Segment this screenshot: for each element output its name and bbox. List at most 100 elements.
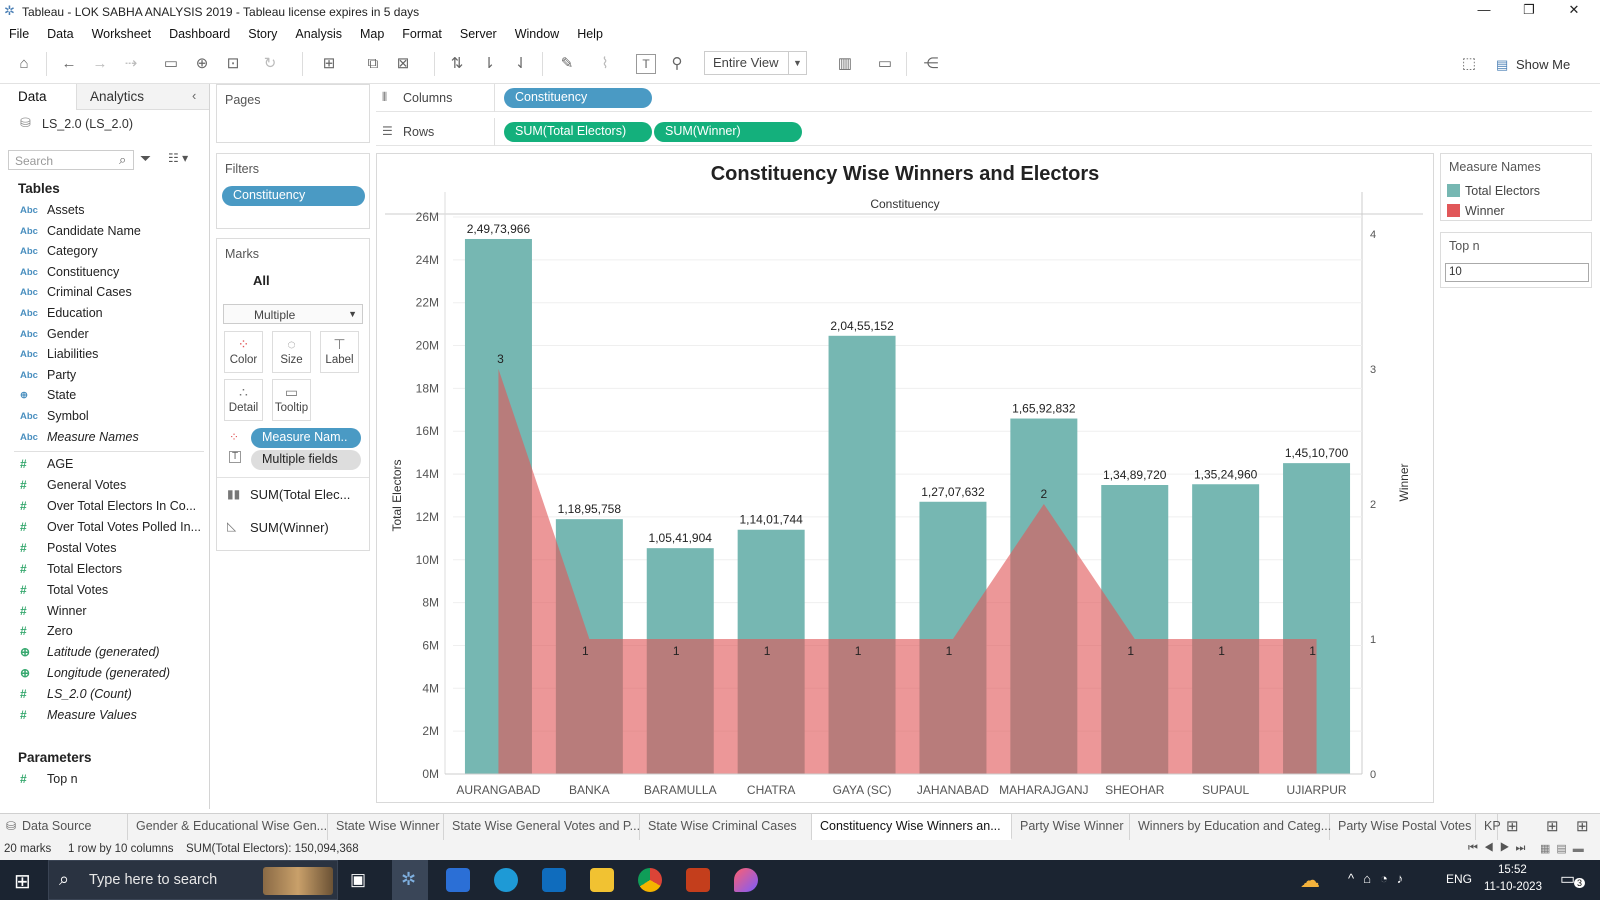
pages-card[interactable]: Pages (216, 84, 370, 143)
menu-worksheet[interactable]: Worksheet (91, 27, 152, 41)
tab-analytics[interactable]: Analytics ‹ (77, 84, 209, 110)
taskbar-tableau-active[interactable]: ✲ (392, 860, 428, 900)
sheet-tab[interactable]: State Wise General Votes and P... (444, 814, 640, 840)
detail-button[interactable]: ∴ Detail (224, 379, 263, 421)
presentation-icon[interactable]: ▭ (877, 55, 893, 72)
sheet-tab[interactable]: KP (1476, 814, 1501, 840)
refresh-icon[interactable]: ↻ (263, 55, 277, 72)
cursor-icon[interactable]: ⬚ (1461, 55, 1477, 72)
highlight-icon[interactable]: ✎ (560, 55, 574, 72)
replay-icon[interactable]: ⇢ (124, 55, 138, 72)
sheet-tab[interactable]: Constituency Wise Winners an... (812, 814, 1012, 840)
language-indicator[interactable]: ENG (1446, 872, 1473, 886)
sheet-tab[interactable]: Winners by Education and Categ... (1130, 814, 1331, 840)
field-party[interactable]: Abc Party (20, 367, 77, 382)
collapse-icon[interactable]: ‹ (192, 88, 197, 103)
field-constituency[interactable]: Abc Constituency (20, 264, 120, 279)
field-symbol[interactable]: Abc Symbol (20, 409, 89, 423)
menu-map[interactable]: Map (359, 27, 385, 41)
filter-pill-constituency[interactable]: Constituency (222, 186, 365, 206)
field-criminal-cases[interactable]: Abc Criminal Cases (20, 285, 132, 300)
field-liabilities[interactable]: Abc Liabilities (20, 347, 99, 362)
field-postal-votes[interactable]: # Postal Votes (20, 540, 117, 555)
menu-help[interactable]: Help (577, 27, 603, 41)
sort-descending-icon[interactable]: ⇃ (514, 55, 528, 72)
field-total-electors[interactable]: # Total Electors (20, 561, 123, 576)
tab-data[interactable]: Data (0, 84, 77, 110)
parameter-top-n[interactable]: # Top n (20, 772, 78, 786)
menu-format[interactable]: Format (402, 27, 442, 41)
field-age[interactable]: # AGE (20, 457, 74, 472)
undo-icon[interactable]: ← (61, 55, 77, 72)
menu-window[interactable]: Window (514, 27, 560, 41)
field-candidate-name[interactable]: Abc Candidate Name (20, 223, 141, 238)
share-icon[interactable]: ⋲ (923, 55, 939, 72)
field-ls-2-0-count[interactable]: # LS_2.0 (Count) (20, 687, 132, 702)
show-labels-icon[interactable]: T (636, 54, 656, 74)
search-input[interactable]: Search ⌕ (8, 150, 134, 170)
menu-data[interactable]: Data (47, 27, 74, 41)
pin-icon[interactable]: ⚲ (671, 55, 683, 72)
restore-icon[interactable]: ❐ (1523, 2, 1535, 17)
mark-type-dropdown[interactable]: Multiple ▼ (223, 304, 363, 324)
field-assets[interactable]: Abc Assets (20, 203, 85, 217)
rows-shelf[interactable]: ☰ Rows SUM(Total Electors) SUM(Winner) (376, 118, 1592, 146)
field-total-votes[interactable]: # Total Votes (20, 582, 109, 597)
paint-icon[interactable] (734, 868, 758, 892)
save-icon[interactable]: ▭ (163, 55, 179, 72)
swap-icon[interactable]: ⇅ (450, 55, 464, 72)
clock-date[interactable]: 11-10-2023 (1484, 881, 1542, 893)
rows-pill-winner[interactable]: SUM(Winner) (654, 122, 802, 142)
field-measure-values[interactable]: # Measure Values (20, 708, 137, 722)
show-me-button[interactable]: Show Me (1516, 57, 1571, 72)
sheet-tab[interactable]: State Wise Winner (328, 814, 444, 840)
show-cards-icon[interactable]: ▥ (837, 55, 853, 72)
field-state[interactable]: ⊕ State (20, 388, 77, 403)
field-over-total-votes-polled-in[interactable]: # Over Total Votes Polled In... (20, 519, 202, 534)
sheet-navigation-icons[interactable]: ⏮◀▶⏭ (1468, 842, 1532, 854)
file-explorer-icon[interactable] (590, 868, 614, 892)
clear-sheet-icon[interactable]: ⊠ (396, 55, 410, 72)
task-view-icon[interactable]: ▣ (350, 870, 367, 889)
duplicate-icon[interactable]: ⧉ (367, 55, 379, 72)
measure-names-pill[interactable]: Measure Nam.. (251, 428, 361, 448)
menu-file[interactable]: File (9, 27, 30, 41)
multiple-fields-pill[interactable]: Multiple fields (251, 450, 361, 470)
fit-dropdown[interactable]: Entire View ▼ (704, 51, 807, 75)
field-education[interactable]: Abc Education (20, 306, 103, 320)
tooltip-button[interactable]: ▭ Tooltip (272, 379, 311, 421)
sheet-tab[interactable]: Gender & Educational Wise Gen... (128, 814, 328, 840)
taskbar-search[interactable]: ⌕ Type here to search (48, 860, 338, 900)
close-icon[interactable]: ✕ (1568, 2, 1580, 17)
group-icon[interactable]: ⌇ (601, 55, 609, 72)
new-datasource-icon[interactable]: ⊕ (195, 55, 209, 72)
top-n-input[interactable]: 10 (1445, 263, 1589, 282)
weather-icon[interactable]: ☁ (1300, 870, 1320, 892)
view-mode-icons[interactable]: ▦▤▬ (1540, 843, 1590, 855)
field-over-total-electors-in-co[interactable]: # Over Total Electors In Co... (20, 499, 197, 513)
columns-shelf[interactable]: ⫴ Columns Constituency (376, 84, 1592, 112)
filters-card[interactable]: Filters Constituency (216, 153, 370, 229)
marks-all-label[interactable]: All (253, 273, 270, 288)
sheet-tab[interactable]: Party Wise Postal Votes (1330, 814, 1476, 840)
minimize-icon[interactable]: — (1477, 2, 1491, 17)
system-tray-icons[interactable]: ^⌂◔♪ (1348, 871, 1413, 886)
marks-tab-total-electors[interactable]: SUM(Total Elec... (250, 487, 351, 502)
notifications-icon[interactable]: ▭ (1560, 871, 1576, 888)
legend-item-total-electors[interactable]: Total Electors (1465, 184, 1541, 198)
redo-icon[interactable]: → (92, 55, 108, 72)
store-icon[interactable] (542, 868, 566, 892)
sheet-tab[interactable]: State Wise Criminal Cases (640, 814, 812, 840)
label-button[interactable]: ⊤ Label (320, 331, 359, 373)
legend-item-winner[interactable]: Winner (1465, 204, 1505, 218)
size-button[interactable]: ◌ Size (272, 331, 311, 373)
chrome-icon[interactable] (638, 868, 662, 892)
clock-time[interactable]: 15:52 (1498, 864, 1527, 876)
pause-updates-icon[interactable]: ⊡ (226, 55, 240, 72)
new-dashboard-icon[interactable]: ⊞ (1546, 818, 1559, 835)
sheet-tab[interactable]: Party Wise Winner (1012, 814, 1130, 840)
field-zero[interactable]: # Zero (20, 624, 73, 639)
chart-svg[interactable]: Constituency Wise Winners and Electors Co… (377, 154, 1433, 802)
new-worksheet-icon[interactable]: ⊞ (322, 55, 336, 72)
menu-server[interactable]: Server (459, 27, 497, 41)
